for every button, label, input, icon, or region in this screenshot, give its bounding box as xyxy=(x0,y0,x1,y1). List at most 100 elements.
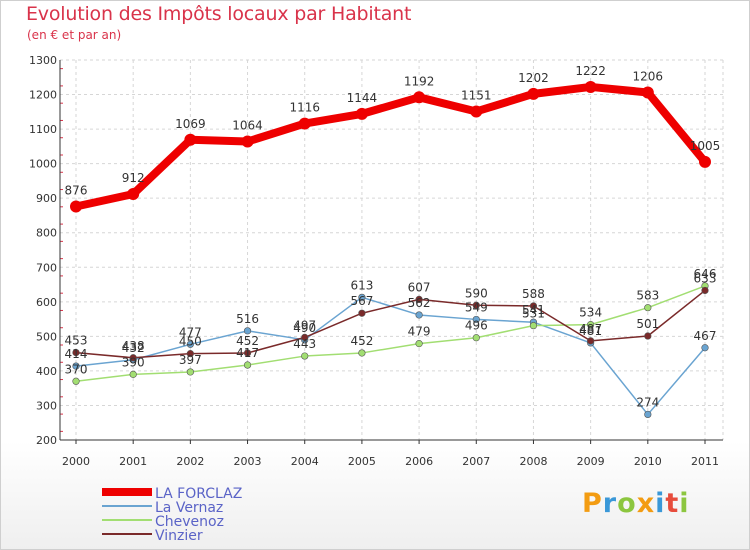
y-tick-label: 1100 xyxy=(29,123,57,136)
chart-title: Evolution des Impôts locaux par Habitant xyxy=(26,3,412,25)
data-label: 588 xyxy=(522,287,545,301)
data-label: 607 xyxy=(408,280,431,294)
data-point-vinzier xyxy=(529,302,538,310)
data-label: 370 xyxy=(65,362,88,376)
y-tick-label: 1300 xyxy=(29,54,57,67)
x-tick-label: 2011 xyxy=(691,455,719,468)
data-point-la-vernaz xyxy=(472,315,480,324)
data-point-la-vernaz xyxy=(358,293,366,301)
data-label: 501 xyxy=(636,317,659,331)
chart-subtitle: (en € et par an) xyxy=(27,28,122,42)
series-line-chevenoz xyxy=(75,285,706,383)
data-point-la-vernaz xyxy=(644,410,652,419)
data-label: 438 xyxy=(122,339,145,353)
x-tick-label: 2006 xyxy=(405,455,433,468)
data-label: 417 xyxy=(236,346,259,360)
data-label: 1064 xyxy=(232,119,263,133)
logo-letter: t xyxy=(665,488,680,519)
y-tick-label: 1000 xyxy=(29,158,57,171)
data-label: 274 xyxy=(636,395,659,409)
data-point-la-vernaz xyxy=(72,362,80,370)
data-label: 452 xyxy=(236,334,259,348)
data-point-vinzier xyxy=(129,354,137,362)
grid-layer xyxy=(60,59,724,441)
x-tick-label: 2003 xyxy=(234,455,262,468)
data-label: 496 xyxy=(465,319,488,333)
data-point-chevenoz xyxy=(644,304,652,312)
data-point-vinzier xyxy=(72,349,80,357)
y-tick-label: 1200 xyxy=(29,89,57,102)
data-point-chevenoz xyxy=(472,334,480,342)
data-point-la-forclaz xyxy=(184,133,197,146)
y-tick-label: 400 xyxy=(36,365,57,378)
x-tick-label: 2009 xyxy=(577,455,605,468)
data-label: 541 xyxy=(522,303,545,317)
data-label: 567 xyxy=(350,294,373,308)
data-label: 1144 xyxy=(347,91,378,105)
data-point-chevenoz xyxy=(415,340,423,348)
legend-label-la-forclaz: LA FORCLAZ xyxy=(155,486,242,502)
data-point-la-forclaz xyxy=(527,87,540,100)
series-layer xyxy=(70,80,711,419)
data-point-la-forclaz xyxy=(298,117,311,130)
y-tick-label: 700 xyxy=(36,261,57,274)
data-point-la-forclaz xyxy=(355,107,368,120)
logo-letter: r xyxy=(602,488,618,519)
data-point-chevenoz xyxy=(243,361,252,369)
data-point-vinzier xyxy=(301,333,309,342)
data-point-chevenoz xyxy=(587,321,595,329)
data-point-vinzier xyxy=(358,309,366,317)
legend-label-la-vernaz: La Vernaz xyxy=(155,500,223,516)
data-label: 516 xyxy=(236,312,259,326)
data-point-chevenoz xyxy=(358,349,366,357)
data-point-la-forclaz xyxy=(699,155,711,168)
data-point-la-vernaz xyxy=(186,340,194,348)
data-point-la-forclaz xyxy=(127,188,140,201)
data-label: 443 xyxy=(293,337,316,351)
x-tick-label: 2007 xyxy=(462,455,490,468)
data-point-vinzier xyxy=(644,332,652,340)
data-label: 590 xyxy=(465,286,488,300)
data-point-la-vernaz xyxy=(701,344,709,352)
data-point-la-forclaz xyxy=(413,91,426,104)
data-label: 876 xyxy=(65,183,88,197)
data-label: 1206 xyxy=(633,69,664,83)
data-label: 1069 xyxy=(175,117,206,131)
data-label: 1202 xyxy=(518,71,549,85)
data-label: 481 xyxy=(579,324,602,338)
data-point-vinzier xyxy=(415,295,423,304)
y-tick-label: 300 xyxy=(36,399,57,412)
x-tick-label: 2004 xyxy=(291,455,319,468)
data-point-chevenoz xyxy=(186,368,194,376)
data-point-vinzier xyxy=(701,286,709,295)
data-label: 450 xyxy=(179,335,202,349)
data-label: 1192 xyxy=(404,74,435,88)
y-tick-label: 600 xyxy=(36,296,57,309)
x-tick-label: 2001 xyxy=(119,455,147,468)
data-label: 1116 xyxy=(289,101,320,115)
data-label: 646 xyxy=(694,267,717,281)
series-line-la-vernaz xyxy=(75,296,706,416)
data-label: 613 xyxy=(350,278,373,292)
data-point-vinzier xyxy=(243,349,252,357)
data-point-la-forclaz xyxy=(470,105,483,118)
data-label: 479 xyxy=(408,325,431,339)
data-point-chevenoz xyxy=(129,370,137,378)
data-label: 1151 xyxy=(461,88,492,102)
data-label: 453 xyxy=(65,334,88,348)
logo-letter: i xyxy=(679,488,690,519)
data-label: 390 xyxy=(122,355,145,369)
data-label: 432 xyxy=(122,341,145,355)
data-point-la-forclaz xyxy=(584,80,597,93)
data-point-vinzier xyxy=(186,350,194,358)
legend-label-vinzier: Vinzier xyxy=(155,528,203,544)
proxiti-logo: Proxiti xyxy=(582,488,690,519)
data-label: 1005 xyxy=(690,139,721,153)
data-label: 414 xyxy=(65,347,88,361)
data-label: 562 xyxy=(408,296,431,310)
legend-label-chevenoz: Chevenoz xyxy=(155,514,224,530)
data-label-layer: 876 912 1069 1064 1116 1144 1192 1151 1202 1222 12… xyxy=(65,64,721,409)
data-point-vinzier xyxy=(587,337,595,345)
axis-layer: 200 300 400 500 600 700 800 900 1000 1100 1200 1300… xyxy=(29,54,723,468)
